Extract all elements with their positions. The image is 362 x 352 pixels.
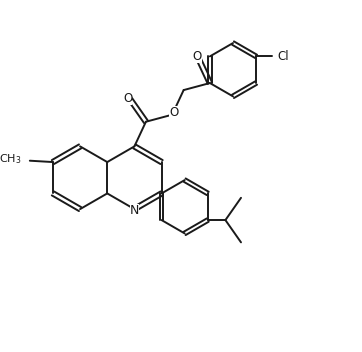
Text: N: N bbox=[130, 205, 139, 217]
Text: Cl: Cl bbox=[278, 50, 289, 63]
Text: O: O bbox=[123, 92, 132, 105]
Text: O: O bbox=[169, 106, 178, 119]
Text: O: O bbox=[193, 50, 202, 63]
Text: CH$_3$: CH$_3$ bbox=[0, 152, 21, 166]
